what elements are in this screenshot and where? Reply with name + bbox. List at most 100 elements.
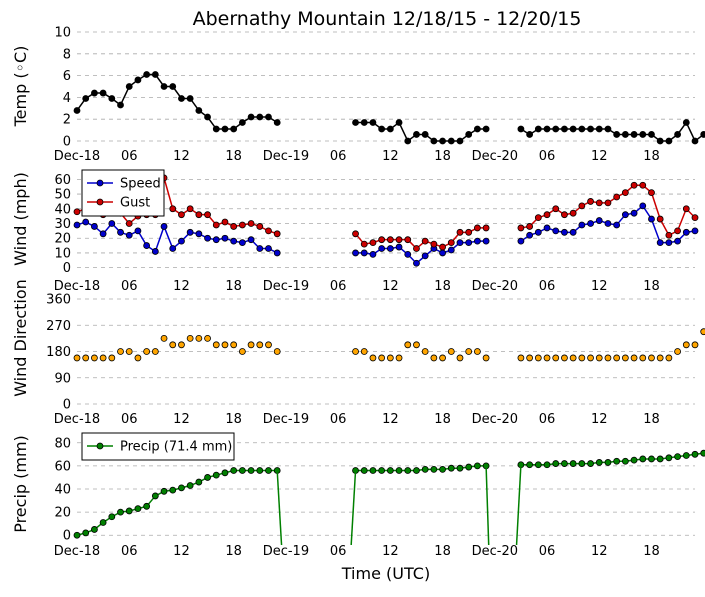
data-point: [204, 234, 211, 242]
data-point: [595, 199, 603, 207]
data-point: [360, 249, 368, 257]
data-point: [256, 341, 264, 349]
data-point: [465, 239, 473, 247]
data-point: [404, 467, 412, 474]
data-point: [386, 236, 394, 244]
data-point: [73, 531, 81, 539]
data-point: [465, 228, 473, 236]
precip-gap-line: [350, 470, 357, 546]
data-point: [238, 467, 246, 474]
legend-box: [81, 169, 165, 217]
data-point: [526, 231, 534, 239]
y-tick-label: 270: [46, 319, 71, 334]
data-point: [212, 341, 220, 349]
precip-gap-line: [276, 470, 283, 546]
data-point: [82, 529, 90, 537]
data-point: [595, 125, 603, 133]
data-point: [473, 348, 481, 355]
x-tick-label: 12: [382, 544, 399, 559]
data-point: [648, 189, 655, 197]
data-point: [473, 237, 481, 245]
data-point: [73, 354, 81, 362]
data-point: [151, 71, 159, 78]
data-point: [82, 354, 90, 362]
data-point: [543, 224, 551, 232]
data-point: [352, 348, 359, 355]
data-point: [482, 224, 490, 232]
x-tick-label: Dec-18: [54, 279, 100, 294]
data-point: [212, 236, 220, 244]
data-point: [456, 239, 464, 247]
data-point: [169, 486, 177, 494]
data-point: [369, 239, 377, 247]
x-tick-label: 12: [382, 149, 399, 164]
data-point: [543, 461, 551, 469]
data-point: [360, 467, 368, 474]
data-point: [569, 125, 577, 133]
data-point: [613, 193, 621, 201]
data-point: [613, 457, 621, 465]
data-point: [665, 239, 673, 247]
data-point: [587, 125, 594, 133]
x-tick-label: 06: [121, 412, 138, 427]
data-point: [117, 228, 124, 236]
data-point: [691, 137, 699, 145]
x-tick-label: 06: [121, 149, 138, 164]
series-line: [76, 73, 278, 130]
data-point: [125, 231, 133, 239]
data-point: [421, 465, 429, 473]
series-speed: [73, 202, 699, 267]
data-point: [665, 354, 673, 362]
x-tick-label: 18: [643, 412, 660, 427]
data-point: [604, 125, 612, 133]
legend-entry-label: Speed: [120, 177, 161, 192]
x-tick-label: Dec-20: [472, 412, 518, 427]
data-point: [526, 461, 534, 469]
data-point: [639, 131, 647, 138]
data-point: [143, 71, 151, 78]
data-point: [421, 348, 429, 355]
data-point: [430, 465, 438, 473]
data-point: [439, 243, 446, 251]
legend-swatch-marker: [96, 179, 104, 187]
data-point: [648, 131, 655, 138]
data-point: [178, 341, 185, 349]
data-point: [247, 220, 255, 227]
x-tick-label: 12: [173, 149, 190, 164]
data-point: [421, 252, 429, 260]
y-tick-label: 0: [63, 529, 71, 544]
x-tick-label: 12: [591, 412, 608, 427]
data-point: [561, 460, 568, 467]
x-axis-label: Time (UTC): [341, 564, 430, 583]
data-point: [386, 245, 394, 252]
data-point: [648, 354, 655, 362]
data-point: [552, 460, 560, 467]
data-point: [482, 354, 490, 362]
data-point: [656, 455, 664, 463]
data-point: [648, 215, 655, 223]
data-point: [656, 354, 664, 362]
data-point: [413, 245, 420, 252]
y-tick-label: 50: [54, 188, 71, 203]
series-line: [520, 121, 705, 143]
data-point: [91, 354, 98, 362]
data-point: [682, 341, 690, 349]
data-point: [395, 236, 403, 244]
data-point: [404, 341, 412, 349]
x-tick-label: 06: [121, 544, 138, 559]
data-point: [273, 230, 281, 238]
data-point: [604, 459, 612, 466]
y-axis-label: Temp (◦C): [11, 46, 30, 128]
x-tick-label: Dec-19: [263, 279, 309, 294]
y-tick-label: 10: [54, 26, 71, 41]
x-tick-label: 18: [434, 544, 451, 559]
data-point: [265, 113, 272, 121]
data-point: [178, 484, 185, 492]
data-point: [604, 354, 612, 362]
data-point: [151, 348, 159, 355]
data-point: [212, 471, 220, 479]
data-point: [561, 125, 568, 133]
data-point: [413, 131, 420, 138]
